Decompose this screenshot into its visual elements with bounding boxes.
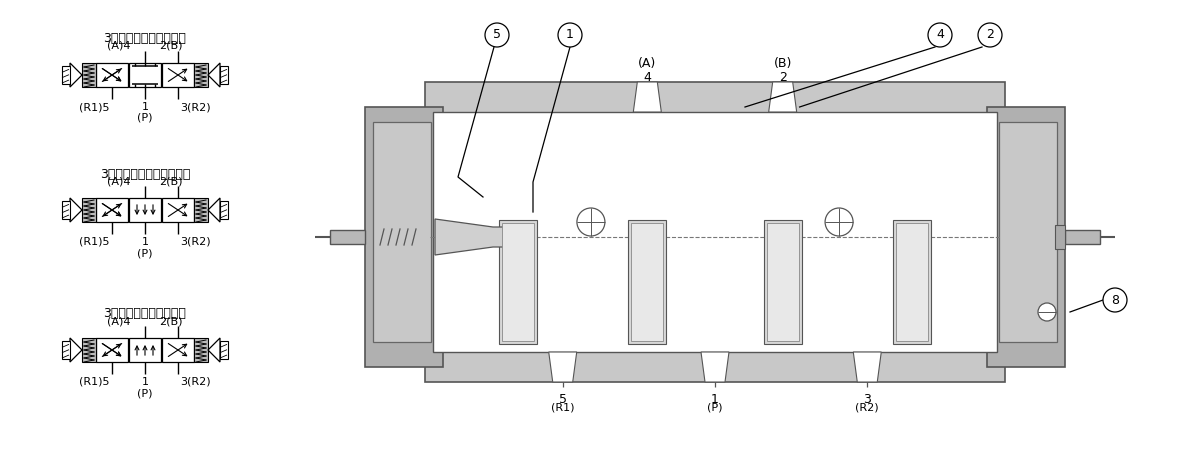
Bar — [81, 338, 96, 362]
Bar — [62, 66, 69, 84]
Bar — [999, 122, 1057, 342]
Text: 5: 5 — [558, 393, 567, 406]
Polygon shape — [69, 338, 81, 362]
Text: 3: 3 — [864, 393, 871, 406]
Text: (P): (P) — [707, 403, 722, 413]
Text: 5: 5 — [494, 28, 501, 41]
Bar — [628, 220, 666, 344]
Text: 4: 4 — [643, 71, 652, 84]
Bar — [129, 63, 161, 87]
Text: 2(B): 2(B) — [159, 41, 182, 51]
Polygon shape — [634, 82, 661, 112]
Polygon shape — [208, 63, 220, 87]
Polygon shape — [208, 338, 220, 362]
Bar — [96, 338, 128, 362]
Circle shape — [577, 208, 605, 236]
Polygon shape — [69, 198, 81, 222]
Bar — [767, 223, 799, 341]
Text: (P): (P) — [138, 113, 153, 123]
Text: 3(R2): 3(R2) — [180, 102, 211, 112]
Bar — [1055, 225, 1065, 249]
Polygon shape — [435, 219, 524, 255]
Bar — [81, 198, 96, 222]
Text: (A): (A) — [639, 57, 657, 70]
Text: 1: 1 — [712, 393, 719, 406]
Bar — [498, 220, 537, 344]
Text: 2: 2 — [779, 71, 787, 84]
Circle shape — [1103, 288, 1127, 312]
Circle shape — [928, 23, 952, 47]
Bar — [987, 107, 1065, 367]
Bar — [432, 112, 997, 352]
Text: 4: 4 — [936, 28, 944, 41]
Text: 3(R2): 3(R2) — [180, 377, 211, 387]
Bar — [162, 198, 194, 222]
Circle shape — [1037, 303, 1055, 321]
Text: (R1)5: (R1)5 — [79, 102, 110, 112]
Bar — [96, 63, 128, 87]
Bar — [194, 63, 208, 87]
Text: 2(B): 2(B) — [159, 316, 182, 326]
Text: (P): (P) — [138, 248, 153, 258]
Bar — [129, 338, 161, 362]
Bar — [220, 201, 228, 219]
Bar — [81, 63, 96, 87]
Text: 1: 1 — [141, 237, 149, 247]
Polygon shape — [769, 82, 797, 112]
Text: (A)4: (A)4 — [108, 316, 131, 326]
Text: 8: 8 — [1111, 293, 1119, 306]
Bar — [62, 341, 69, 359]
Text: 2(B): 2(B) — [159, 177, 182, 187]
Bar — [329, 230, 365, 244]
Polygon shape — [69, 63, 81, 87]
Text: (A)4: (A)4 — [108, 177, 131, 187]
Text: (A)4: (A)4 — [108, 41, 131, 51]
Circle shape — [558, 23, 582, 47]
Bar — [194, 198, 208, 222]
Text: 3位置エキゾーストセンタ: 3位置エキゾーストセンタ — [99, 168, 190, 181]
Text: 2: 2 — [986, 28, 994, 41]
Bar — [894, 220, 931, 344]
Circle shape — [485, 23, 509, 47]
Bar — [220, 66, 228, 84]
Bar — [62, 201, 69, 219]
Bar — [162, 63, 194, 87]
Bar — [129, 198, 161, 222]
Polygon shape — [549, 352, 576, 382]
Bar — [194, 338, 208, 362]
Circle shape — [825, 208, 853, 236]
Text: (P): (P) — [138, 388, 153, 398]
Bar — [96, 198, 128, 222]
Text: (R1)5: (R1)5 — [79, 237, 110, 247]
Text: (B): (B) — [774, 57, 792, 70]
Bar — [373, 122, 431, 342]
Bar — [631, 223, 664, 341]
Text: (R1): (R1) — [551, 403, 575, 413]
Bar — [365, 107, 443, 367]
Bar — [896, 223, 928, 341]
Circle shape — [978, 23, 1002, 47]
Text: 1: 1 — [141, 377, 149, 387]
Bar — [1065, 230, 1100, 244]
Bar — [502, 223, 533, 341]
Bar — [162, 338, 194, 362]
Text: 3(R2): 3(R2) — [180, 237, 211, 247]
Bar — [220, 341, 228, 359]
Text: 1: 1 — [567, 28, 574, 41]
Text: 3位置クローズドセンタ: 3位置クローズドセンタ — [103, 32, 187, 45]
Text: (R2): (R2) — [855, 403, 879, 413]
Bar — [763, 220, 801, 344]
Polygon shape — [853, 352, 882, 382]
Text: 3位置プレッシャセンタ: 3位置プレッシャセンタ — [103, 307, 187, 320]
Polygon shape — [701, 352, 730, 382]
Polygon shape — [208, 198, 220, 222]
Text: 1: 1 — [141, 102, 149, 112]
Bar — [425, 82, 1005, 382]
Text: (R1)5: (R1)5 — [79, 377, 110, 387]
